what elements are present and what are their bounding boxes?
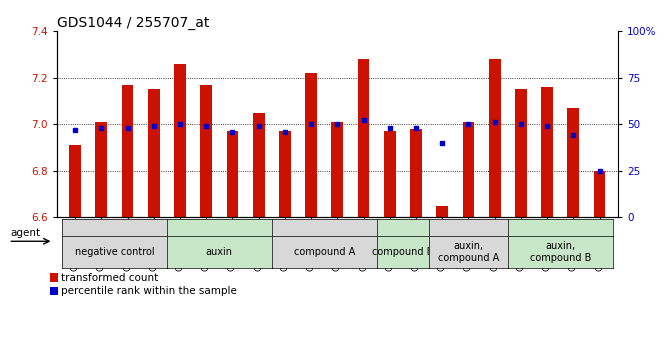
Bar: [594, 171, 605, 217]
Bar: [122, 85, 134, 217]
Bar: [489, 59, 500, 217]
Text: transformed count: transformed count: [61, 273, 158, 283]
Bar: [384, 131, 395, 217]
Bar: [279, 131, 291, 217]
Bar: [50, 287, 57, 295]
Bar: [226, 131, 238, 217]
Text: auxin,
compound B: auxin, compound B: [530, 241, 591, 263]
Bar: [462, 122, 474, 217]
Bar: [357, 59, 369, 217]
Bar: [96, 122, 108, 217]
Text: compound A: compound A: [294, 247, 355, 257]
Bar: [515, 89, 527, 217]
Bar: [436, 206, 448, 217]
Bar: [200, 85, 212, 217]
Text: compound B: compound B: [372, 247, 434, 257]
Text: percentile rank within the sample: percentile rank within the sample: [61, 286, 236, 296]
Bar: [253, 112, 265, 217]
Bar: [305, 73, 317, 217]
Bar: [541, 87, 553, 217]
Text: agent: agent: [11, 228, 41, 238]
Bar: [410, 129, 422, 217]
Text: auxin,
compound A: auxin, compound A: [438, 241, 499, 263]
Text: negative control: negative control: [75, 247, 154, 257]
Bar: [174, 64, 186, 217]
Bar: [331, 122, 343, 217]
Bar: [69, 145, 81, 217]
Bar: [50, 274, 57, 282]
Bar: [567, 108, 579, 217]
Text: GDS1044 / 255707_at: GDS1044 / 255707_at: [57, 16, 209, 30]
Text: auxin: auxin: [206, 247, 233, 257]
Bar: [148, 89, 160, 217]
